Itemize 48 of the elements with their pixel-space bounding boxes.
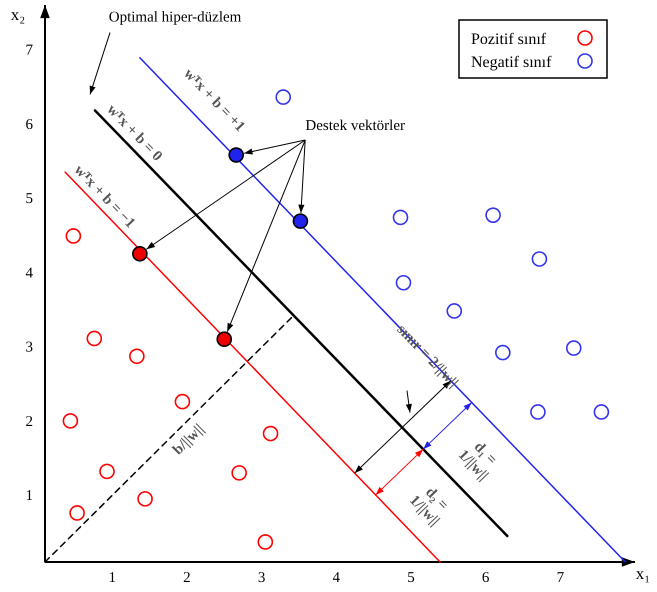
point xyxy=(594,404,610,420)
x-tick-label: 7 xyxy=(556,570,565,586)
y-axis-title: x₂ xyxy=(10,5,26,24)
annotation: Optimal hiper-düzlem xyxy=(108,9,242,26)
point xyxy=(292,213,308,229)
point xyxy=(69,505,85,521)
point xyxy=(530,404,546,420)
y-tick-label: 1 xyxy=(26,488,33,504)
point xyxy=(62,413,78,429)
point xyxy=(137,491,153,507)
point xyxy=(566,340,582,356)
point xyxy=(228,147,244,163)
point xyxy=(392,210,408,226)
point xyxy=(216,331,232,347)
y-tick-label: 5 xyxy=(26,191,33,208)
annotation: wᵀx + b = −1 xyxy=(70,162,138,232)
y-tick-label: 2 xyxy=(26,414,33,430)
annotation: wᵀx + b = 0 xyxy=(104,102,166,165)
x-tick-label: 4 xyxy=(332,570,341,586)
point xyxy=(258,534,274,550)
x-tick-label: 6 xyxy=(482,570,490,586)
annotation: wᵀx + b = +1 xyxy=(180,66,248,136)
x-axis-title: x₁ xyxy=(636,564,650,583)
point xyxy=(66,228,82,244)
annotation: Destek vektörler xyxy=(305,118,405,134)
point xyxy=(174,394,190,410)
point xyxy=(275,89,292,105)
y-tick-label: 3 xyxy=(26,340,33,356)
point xyxy=(129,348,145,364)
y-tick-label: 4 xyxy=(26,265,34,282)
point xyxy=(495,344,511,360)
point xyxy=(396,274,412,291)
point xyxy=(132,246,148,262)
point xyxy=(99,464,115,480)
x-tick-label: 2 xyxy=(183,570,191,586)
y-tick-label: 6 xyxy=(26,116,34,133)
x-tick-label: 1 xyxy=(108,570,116,586)
point xyxy=(262,426,278,442)
point xyxy=(485,207,501,223)
y-tick-label: 7 xyxy=(26,42,34,59)
legend-label: Negatif sınıf xyxy=(471,54,552,71)
point xyxy=(446,303,462,319)
legend-label: Pozitif sınıf xyxy=(471,31,547,48)
point xyxy=(532,251,548,267)
point xyxy=(86,330,102,346)
x-tick-label: 3 xyxy=(258,570,266,586)
x-tick-label: 5 xyxy=(407,570,415,586)
point xyxy=(231,465,247,481)
